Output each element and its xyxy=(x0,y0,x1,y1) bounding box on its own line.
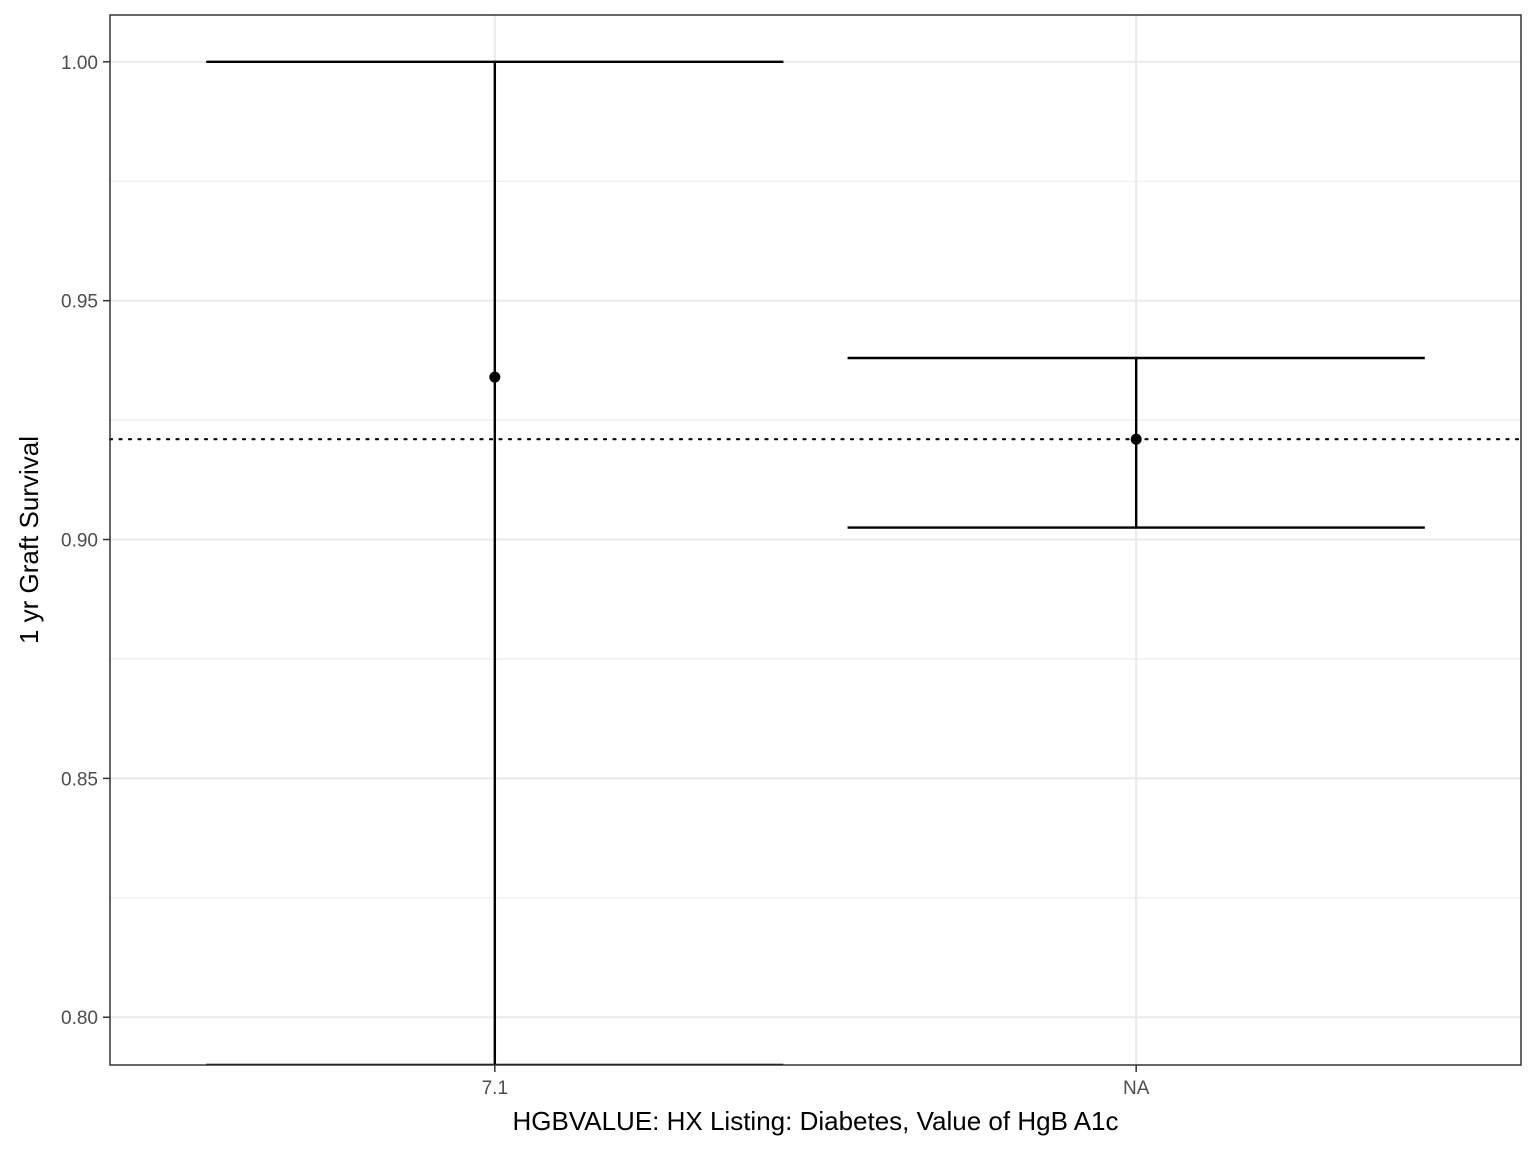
y-axis: 0.80 0.85 0.90 0.95 1.00 xyxy=(61,53,110,1029)
y-tick-label: 0.95 xyxy=(61,292,98,313)
point-estimate xyxy=(489,371,501,383)
minor-gridlines xyxy=(110,180,1521,899)
error-bars xyxy=(206,60,1425,1065)
point-estimate xyxy=(1130,433,1142,445)
y-tick-label: 1.00 xyxy=(61,53,98,74)
x-tick-label: 7.1 xyxy=(482,1078,508,1099)
x-axis-title: HGBVALUE: HX Listing: Diabetes, Value of… xyxy=(513,1106,1119,1136)
x-axis: 7.1 NA xyxy=(482,1065,1150,1099)
x-tick-label: NA xyxy=(1123,1078,1150,1099)
y-axis-title: 1 yr Graft Survival xyxy=(14,436,44,644)
y-tick-label: 0.90 xyxy=(61,531,98,552)
y-tick-label: 0.80 xyxy=(61,1008,98,1029)
y-tick-label: 0.85 xyxy=(61,769,98,790)
